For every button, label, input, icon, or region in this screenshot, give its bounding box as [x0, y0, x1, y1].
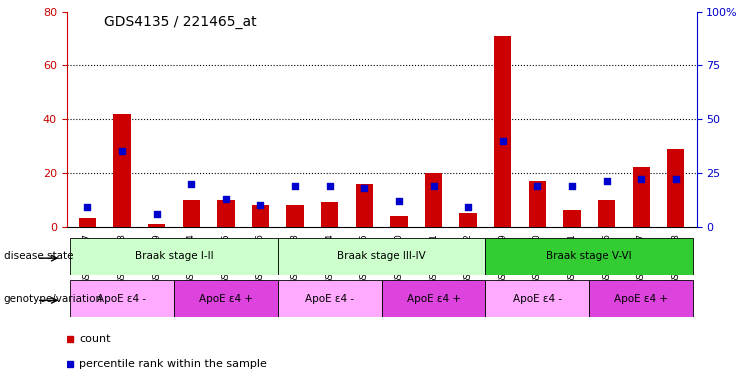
- Text: ApoE ε4 -: ApoE ε4 -: [98, 293, 147, 304]
- Bar: [70, 280, 174, 317]
- Point: [635, 176, 647, 182]
- Point: [220, 195, 232, 202]
- Bar: [485, 238, 693, 275]
- Point: [150, 210, 162, 217]
- Bar: [667, 149, 685, 227]
- Text: Braak stage III-IV: Braak stage III-IV: [337, 251, 426, 262]
- Bar: [79, 218, 96, 227]
- Point: [324, 183, 336, 189]
- Bar: [252, 205, 269, 227]
- Point: [566, 183, 578, 189]
- Text: ApoE ε4 -: ApoE ε4 -: [513, 293, 562, 304]
- Point: [428, 183, 439, 189]
- Bar: [70, 238, 278, 275]
- Bar: [356, 184, 373, 227]
- Bar: [321, 202, 339, 227]
- Bar: [217, 200, 235, 227]
- Bar: [494, 36, 511, 227]
- Text: disease state: disease state: [4, 251, 73, 262]
- Bar: [485, 280, 589, 317]
- Text: Braak stage V-VI: Braak stage V-VI: [546, 251, 632, 262]
- Point: [601, 178, 613, 184]
- Text: Braak stage I-II: Braak stage I-II: [135, 251, 213, 262]
- Bar: [287, 205, 304, 227]
- Point: [82, 204, 93, 210]
- Bar: [528, 181, 546, 227]
- Point: [496, 137, 508, 144]
- Point: [531, 183, 543, 189]
- Text: GDS4135 / 221465_at: GDS4135 / 221465_at: [104, 15, 256, 29]
- Text: percentile rank within the sample: percentile rank within the sample: [79, 359, 268, 369]
- Text: ApoE ε4 +: ApoE ε4 +: [199, 293, 253, 304]
- Text: ApoE ε4 +: ApoE ε4 +: [407, 293, 460, 304]
- Text: count: count: [79, 334, 111, 344]
- Text: ApoE ε4 -: ApoE ε4 -: [305, 293, 354, 304]
- Bar: [382, 280, 485, 317]
- Bar: [278, 238, 485, 275]
- Bar: [391, 216, 408, 227]
- Text: ApoE ε4 +: ApoE ε4 +: [614, 293, 668, 304]
- Point: [255, 202, 267, 208]
- Bar: [174, 280, 278, 317]
- Point: [393, 198, 405, 204]
- Point: [462, 204, 474, 210]
- Point: [185, 180, 197, 187]
- Point: [289, 183, 301, 189]
- Point: [359, 185, 370, 191]
- Text: genotype/variation: genotype/variation: [4, 293, 103, 304]
- Bar: [589, 280, 693, 317]
- Point: [116, 148, 128, 154]
- Bar: [633, 167, 650, 227]
- Bar: [459, 213, 476, 227]
- Bar: [598, 200, 615, 227]
- Bar: [563, 210, 581, 227]
- Bar: [182, 200, 200, 227]
- Bar: [278, 280, 382, 317]
- Bar: [425, 173, 442, 227]
- Bar: [113, 114, 130, 227]
- Point: [670, 176, 682, 182]
- Bar: [148, 224, 165, 227]
